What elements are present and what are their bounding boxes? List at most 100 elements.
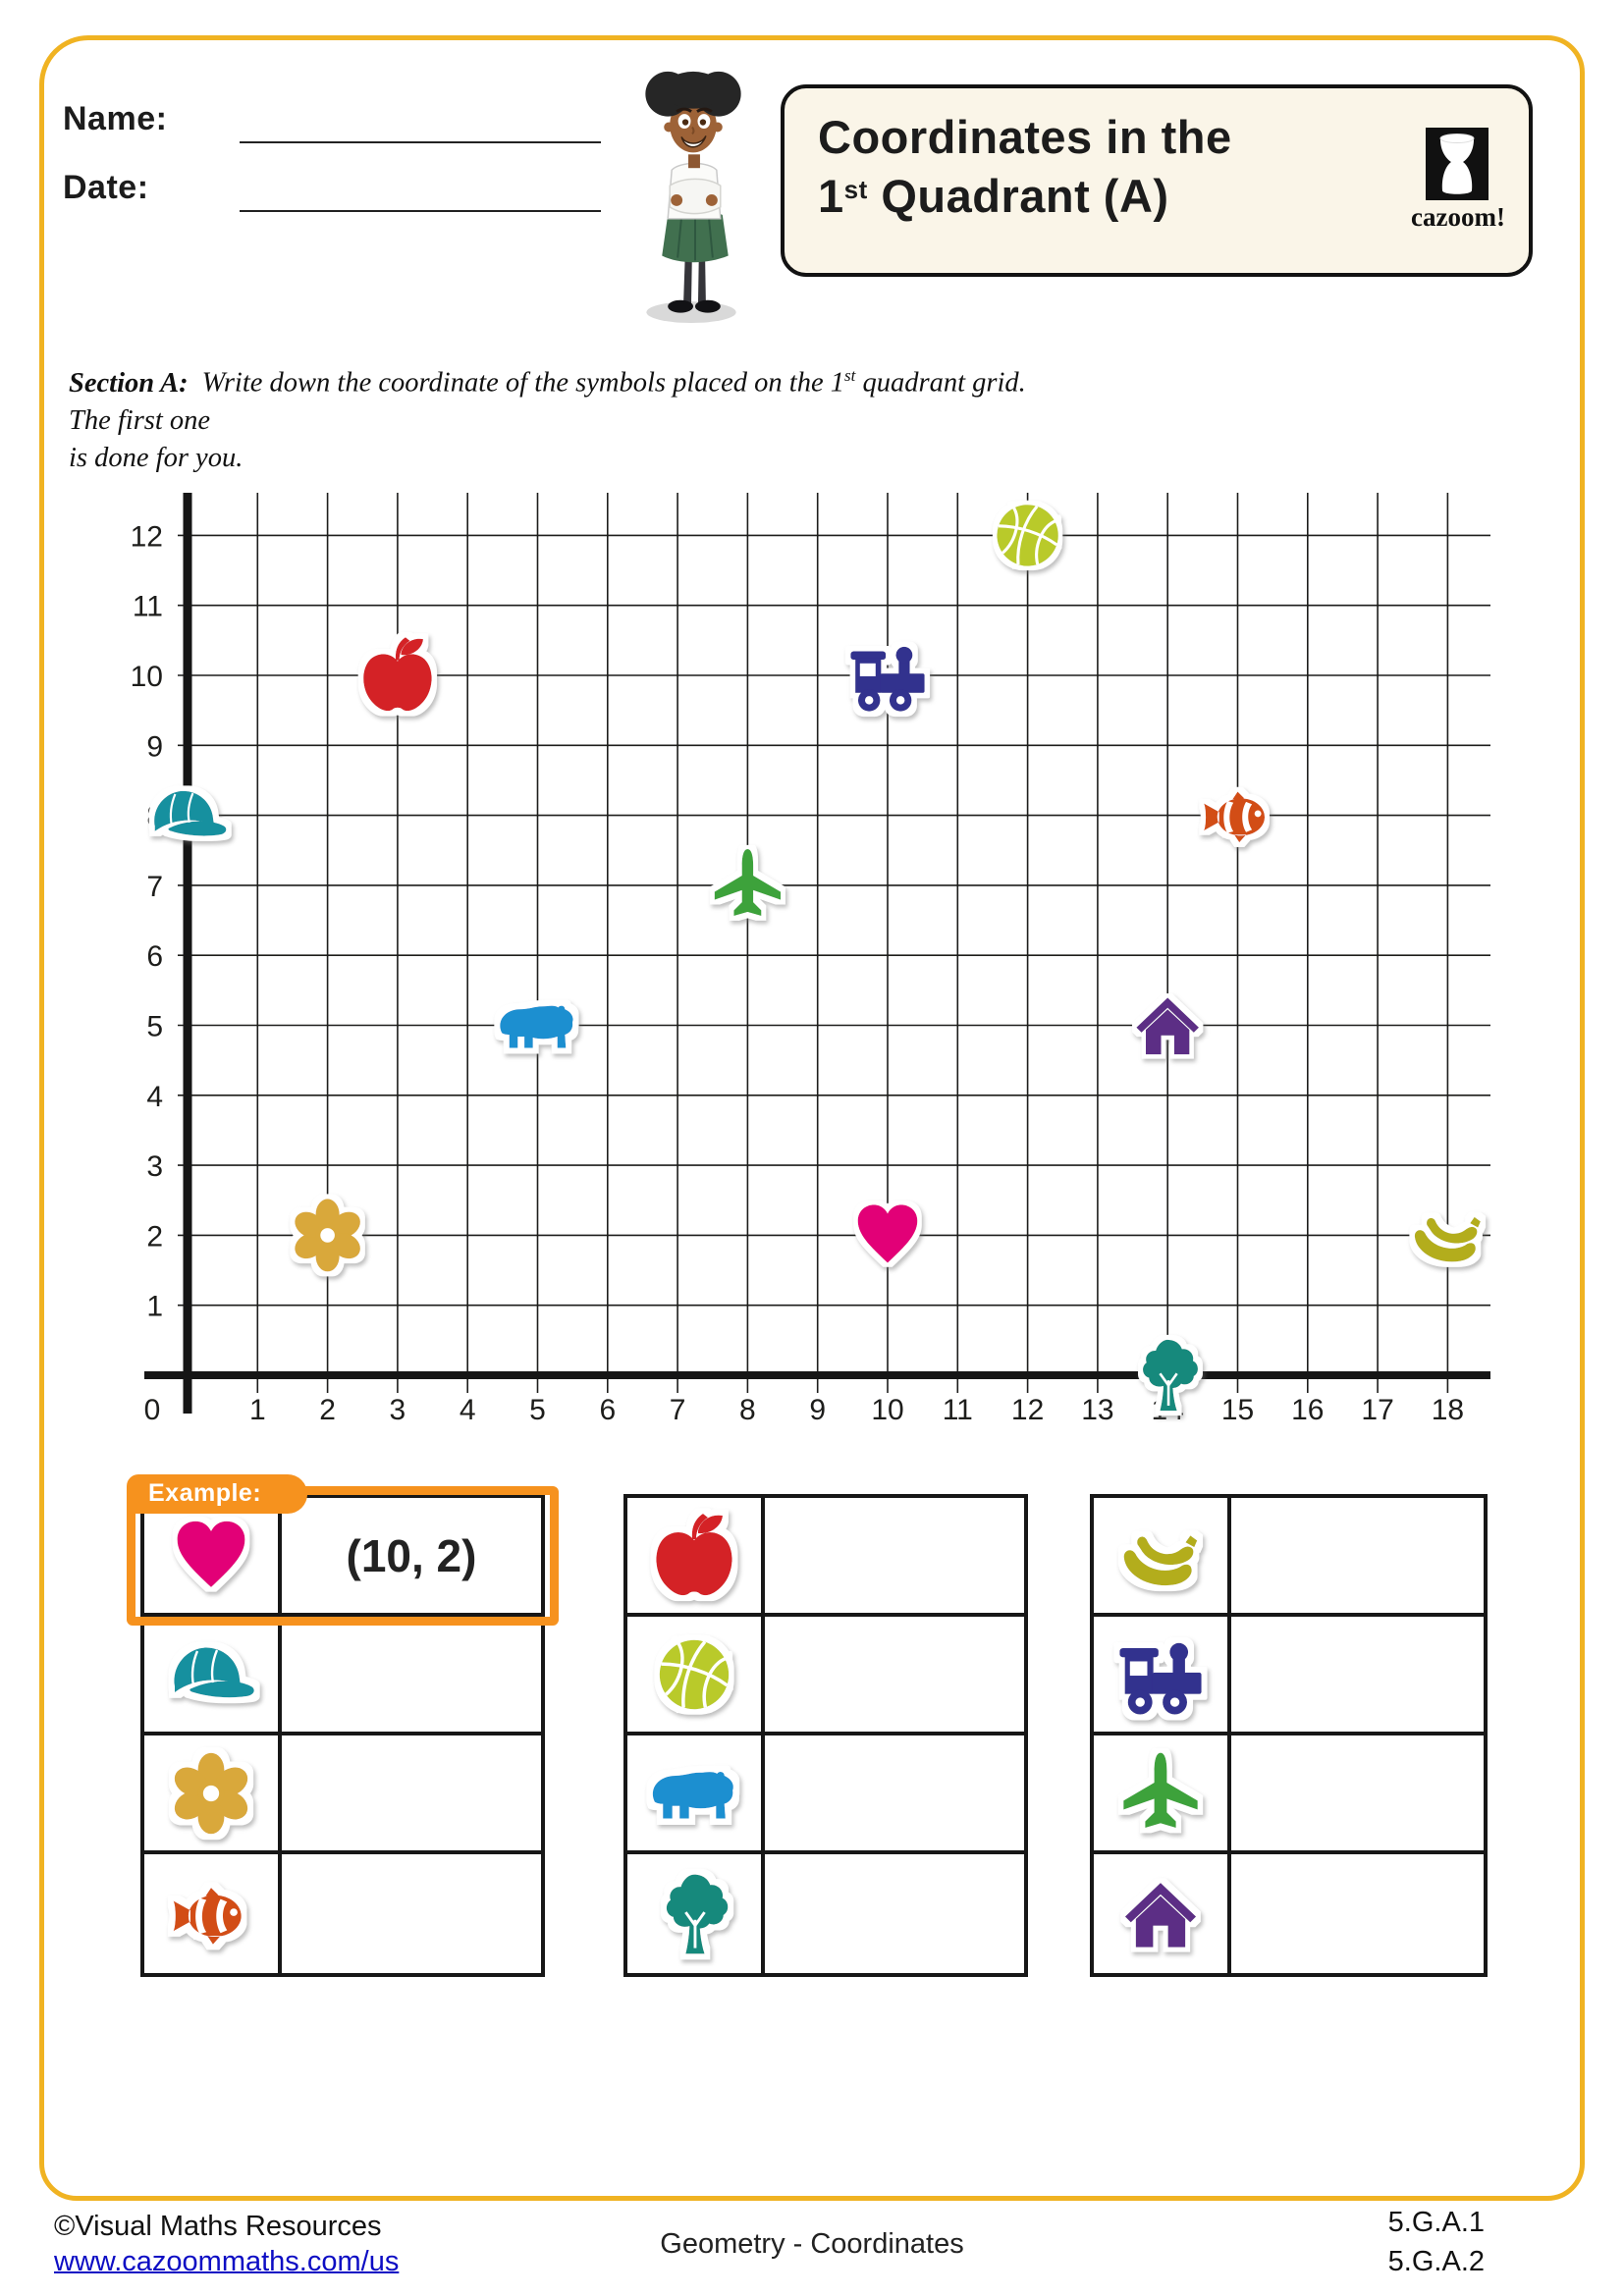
answer-cell[interactable] xyxy=(282,1735,541,1850)
axis-tick-label: 8 xyxy=(739,1394,756,1426)
title-box: Coordinates in the 1st Quadrant (A) cazo… xyxy=(781,84,1533,277)
axis-tick-label: 10 xyxy=(131,661,163,693)
flower-icon xyxy=(164,1746,258,1841)
answer-cell[interactable] xyxy=(765,1735,1024,1850)
website-link[interactable]: www.cazoommaths.com/us xyxy=(54,2246,400,2277)
cazoom-logo xyxy=(1426,128,1489,200)
symbol-cell xyxy=(1094,1735,1231,1850)
answer-table-2 xyxy=(623,1494,1028,1977)
apple-icon xyxy=(645,1507,743,1605)
standard-code-2: 5.G.A.2 xyxy=(1387,2246,1485,2277)
axis-tick-label: 2 xyxy=(319,1394,336,1426)
axis-tick-label: 9 xyxy=(146,730,163,763)
grid-symbol-apple xyxy=(363,637,431,711)
section-a-instruction: Section A: Write down the coordinate of t… xyxy=(69,357,1060,477)
table-row xyxy=(627,1617,1024,1735)
answer-cell[interactable] xyxy=(282,1854,541,1973)
bear-icon xyxy=(642,1741,746,1845)
table-row xyxy=(1094,1617,1484,1735)
date-input-line[interactable] xyxy=(240,210,601,212)
example-tab-label: Example: xyxy=(127,1474,307,1514)
axis-tick-label: 16 xyxy=(1291,1394,1324,1426)
answer-cell[interactable] xyxy=(282,1617,541,1732)
axis-tick-label: 7 xyxy=(146,871,163,903)
axis-tick-label: 5 xyxy=(529,1394,546,1426)
symbol-cell xyxy=(144,1498,282,1613)
grid-symbol-cap xyxy=(154,791,226,836)
answer-cell[interactable] xyxy=(1231,1854,1484,1973)
grid-symbol-airplane xyxy=(715,849,781,916)
basketball-icon xyxy=(651,1631,737,1718)
axis-tick-label: 11 xyxy=(133,591,163,623)
axis-tick-label: 6 xyxy=(599,1394,616,1426)
grid-symbol-basketball xyxy=(989,497,1066,574)
axis-tick-label: 17 xyxy=(1361,1394,1393,1426)
axis-tick-label: 4 xyxy=(460,1394,476,1426)
axis-tick-label: 3 xyxy=(146,1150,163,1183)
axis-tick-label: 9 xyxy=(809,1394,826,1426)
table-row xyxy=(627,1854,1024,1973)
name-label: Name: xyxy=(63,100,168,137)
grid-symbol-heart xyxy=(858,1204,918,1262)
train-icon xyxy=(1110,1624,1212,1726)
axis-tick-label: 3 xyxy=(390,1394,406,1426)
example-answer-cell: (10, 2) xyxy=(346,1529,477,1581)
page-border xyxy=(39,35,1585,2201)
name-input-line[interactable] xyxy=(240,141,601,143)
symbol-cell xyxy=(1094,1617,1231,1732)
axis-tick-label: 12 xyxy=(1011,1394,1044,1426)
axis-tick-label: 13 xyxy=(1081,1394,1113,1426)
answer-cell[interactable] xyxy=(1231,1735,1484,1850)
instruction-line2: is done for you. xyxy=(69,442,244,473)
footer-topic-text: Geometry - Coordinates xyxy=(660,2228,964,2260)
table-row xyxy=(1094,1854,1484,1973)
symbol-cell xyxy=(627,1617,765,1732)
axis-tick-label: 15 xyxy=(1221,1394,1254,1426)
axis-tick-label: 5 xyxy=(146,1011,163,1043)
table-row xyxy=(144,1735,541,1854)
symbol-cell xyxy=(627,1498,765,1613)
axis-tick-label: 6 xyxy=(146,940,163,973)
table-row xyxy=(144,1854,541,1973)
symbol-cell xyxy=(1094,1854,1231,1973)
answer-cell[interactable] xyxy=(765,1854,1024,1973)
worksheet-title-line2: 1st Quadrant (A) xyxy=(818,170,1169,222)
symbol-cell xyxy=(144,1854,282,1973)
date-label: Date: xyxy=(63,169,149,206)
answer-cell[interactable] xyxy=(765,1617,1024,1732)
grid-symbol-bear xyxy=(500,1006,572,1048)
axis-tick-label: 18 xyxy=(1432,1394,1464,1426)
instruction-line1: Section A: Write down the coordinate of t… xyxy=(69,366,1026,436)
table-row xyxy=(1094,1498,1484,1617)
airplane-icon xyxy=(1115,1748,1206,1839)
answer-table-1: (10, 2) xyxy=(140,1494,545,1977)
axis-tick-label: 0 xyxy=(144,1394,161,1426)
answer-cell[interactable] xyxy=(1231,1617,1484,1732)
symbol-cell xyxy=(627,1735,765,1850)
axis-tick-label: 2 xyxy=(146,1220,163,1253)
axis-tick-label: 7 xyxy=(670,1394,686,1426)
axis-tick-label: 12 xyxy=(131,520,163,553)
table-row xyxy=(627,1735,1024,1854)
worksheet-title-line1: Coordinates in the xyxy=(818,111,1232,163)
clownfish-icon xyxy=(164,1867,258,1961)
tree-icon xyxy=(647,1867,741,1961)
table-row xyxy=(144,1617,541,1735)
drum-icon xyxy=(1439,133,1475,194)
table-row xyxy=(627,1498,1024,1617)
symbol-cell xyxy=(144,1617,282,1732)
cap-icon xyxy=(162,1626,260,1724)
symbol-cell xyxy=(1094,1498,1231,1613)
bananas-icon xyxy=(1112,1508,1209,1604)
axis-tick-label: 10 xyxy=(871,1394,903,1426)
grid-symbol-clownfish xyxy=(1204,792,1265,843)
example-table-row: (10, 2) xyxy=(144,1498,541,1617)
section-a-label: Section A: xyxy=(69,367,189,399)
coordinate-grid: 0123456789101112131415161718123456789101… xyxy=(131,493,1490,1426)
copyright-text: ©Visual Maths Resources xyxy=(54,2211,382,2242)
answer-cell[interactable] xyxy=(1231,1498,1484,1613)
answer-cell[interactable] xyxy=(765,1498,1024,1613)
house-icon xyxy=(1119,1873,1202,1955)
axis-tick-label: 11 xyxy=(943,1394,973,1426)
standard-code-1: 5.G.A.1 xyxy=(1387,2207,1485,2238)
